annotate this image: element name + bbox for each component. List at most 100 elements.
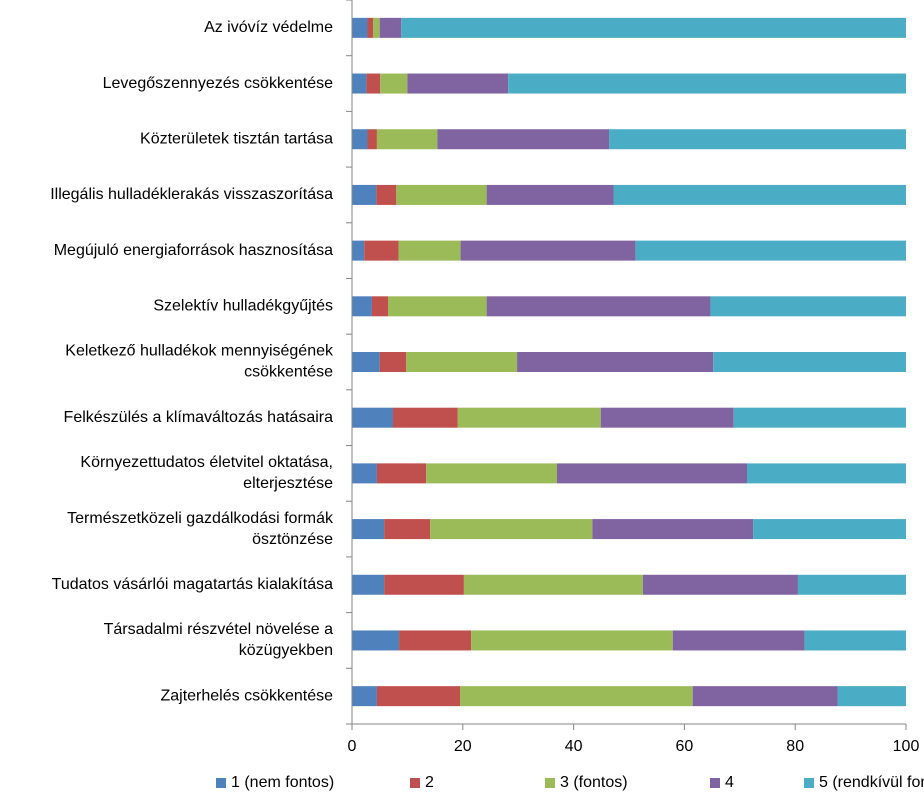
bar-segment-series3-cat12: [471, 630, 673, 651]
bar-segment-series2-cat6: [371, 296, 389, 317]
bar-segment-series5-cat12: [804, 630, 906, 651]
bar-segment-series1-cat3: [352, 129, 368, 150]
bar-segment-series5-cat11: [797, 574, 906, 595]
bar-segment-series1-cat6: [352, 296, 372, 317]
category-label: Az ivóvíz védelme: [204, 19, 333, 36]
bar-segment-series2-cat3: [367, 129, 377, 150]
bar-segment-series4-cat4: [486, 184, 614, 205]
bar-segment-series4-cat3: [437, 129, 610, 150]
category-label: Illegális hulladéklerakás visszaszorítás…: [50, 186, 333, 203]
category-label: Felkészülés a klímaváltozás hatásaira: [64, 409, 334, 426]
bar-segment-series3-cat10: [430, 519, 593, 540]
bar-segment-series4-cat13: [692, 686, 838, 707]
bar-segment-series2-cat10: [384, 519, 431, 540]
legend: 1 (nem fontos) 2 3 (fontos) 4 5 (rendkívül f…: [216, 774, 924, 791]
bar-segment-series3-cat5: [398, 240, 461, 261]
x-tick-label: 40: [565, 738, 583, 755]
bar-segment-series5-cat8: [733, 407, 906, 428]
legend-swatch: [216, 778, 226, 788]
bar-segment-series4-cat8: [600, 407, 734, 428]
bar-segment-series5-cat10: [753, 519, 906, 540]
x-tick-label: 60: [676, 738, 694, 755]
bar-segment-series1-cat10: [352, 519, 385, 540]
category-label: Közterületek tisztán tartása: [140, 130, 333, 147]
category-label: Társadalmi részvétel növelése a: [104, 621, 334, 638]
bar-segment-series4-cat2: [407, 73, 509, 94]
category-label: Környezettudatos életvitel oktatása,: [80, 454, 333, 471]
bar-segment-series2-cat8: [393, 407, 458, 428]
bar-segment-series2-cat5: [364, 240, 399, 261]
bar-segment-series2-cat9: [376, 463, 427, 484]
bar-segment-series5-cat4: [613, 184, 906, 205]
bar-segment-series2-cat12: [399, 630, 472, 651]
bar-segment-series4-cat11: [642, 574, 798, 595]
bar-segment-series5-cat5: [635, 240, 906, 261]
bar-segment-series4-cat9: [556, 463, 747, 484]
bar-segment-series4-cat6: [486, 296, 711, 317]
bar-segment-series4-cat12: [672, 630, 805, 651]
category-label: csökkentése: [244, 364, 333, 381]
bar-segment-series2-cat2: [366, 73, 381, 94]
bar-segment-series5-cat6: [710, 296, 906, 317]
bar-segment-series1-cat7: [352, 352, 380, 372]
bar-segment-series3-cat8: [457, 407, 601, 428]
bar-segment-series3-cat2: [380, 73, 408, 94]
bar-segment-series5-cat3: [609, 129, 906, 150]
bar-segment-series1-cat8: [352, 407, 393, 428]
bar-segment-series4-cat7: [517, 352, 714, 372]
category-label: ösztönzése: [252, 531, 333, 548]
bar-segment-series3-cat6: [388, 296, 487, 317]
legend-swatch: [410, 778, 420, 788]
bar-segment-series4-cat1: [379, 17, 402, 38]
bar-segment-series3-cat9: [426, 463, 557, 484]
bar-segment-series5-cat9: [747, 463, 906, 484]
category-label: közügyekben: [239, 642, 333, 659]
bar-segment-series3-cat4: [396, 184, 487, 205]
category-label: Megújuló energiaforrások hasznosítása: [54, 242, 333, 259]
bar-segment-series2-cat7: [379, 352, 407, 372]
category-label: Természetközeli gazdálkodási formák: [67, 510, 334, 527]
bar-segment-series1-cat12: [352, 630, 400, 651]
bar-segment-series1-cat4: [352, 184, 377, 205]
bar-segment-series2-cat11: [384, 574, 464, 595]
bar-segment-series3-cat13: [460, 686, 693, 707]
legend-label: 5 (rendkívül fontos): [819, 774, 924, 791]
x-tick-label: 80: [786, 738, 804, 755]
x-tick-label: 20: [454, 738, 472, 755]
legend-label: 4: [725, 774, 734, 791]
legend-label: 3 (fontos): [560, 774, 628, 791]
bar-segment-series5-cat13: [837, 686, 906, 707]
bar-segment-series4-cat10: [592, 519, 754, 540]
bar-segment-series1-cat1: [352, 17, 368, 38]
bar-segment-series5-cat2: [508, 73, 906, 94]
axes-group: [346, 0, 907, 730]
category-label: Szelektív hulladékgyűjtés: [153, 298, 333, 315]
bar-segment-series1-cat11: [352, 574, 385, 595]
category-label: Keletkező hulladékok mennyiségének: [65, 343, 334, 360]
category-labels-group: Az ivóvíz védelme Levegőszennyezés csökke…: [50, 19, 334, 704]
x-tick-label: 0: [348, 738, 357, 755]
bar-segment-series3-cat1: [373, 17, 380, 38]
bar-segment-series3-cat7: [406, 352, 518, 372]
x-tick-labels-group: 0 20 40 60 80 100: [348, 738, 920, 755]
legend-label: 2: [425, 774, 434, 791]
bar-segment-series1-cat2: [352, 73, 367, 94]
legend-swatch: [804, 778, 814, 788]
bar-segment-series2-cat1: [367, 17, 374, 38]
bar-segment-series3-cat11: [463, 574, 643, 595]
x-tick-label: 100: [893, 738, 920, 755]
bar-segment-series5-cat7: [713, 352, 906, 372]
category-label: Tudatos vásárlói magatartás kialakítása: [52, 576, 333, 593]
category-label: elterjesztése: [243, 475, 333, 492]
bar-segment-series1-cat13: [352, 686, 377, 707]
bar-segment-series1-cat9: [352, 463, 377, 484]
category-label: Levegőszennyezés csökkentése: [103, 75, 333, 92]
bar-segment-series3-cat3: [376, 129, 438, 150]
bar-segment-series2-cat13: [376, 686, 461, 707]
legend-label: 1 (nem fontos): [231, 774, 334, 791]
bar-segment-series5-cat1: [401, 17, 906, 38]
legend-swatch: [710, 778, 720, 788]
category-label: Zajterhelés csökkentése: [160, 687, 333, 704]
bar-segment-series4-cat5: [460, 240, 636, 261]
